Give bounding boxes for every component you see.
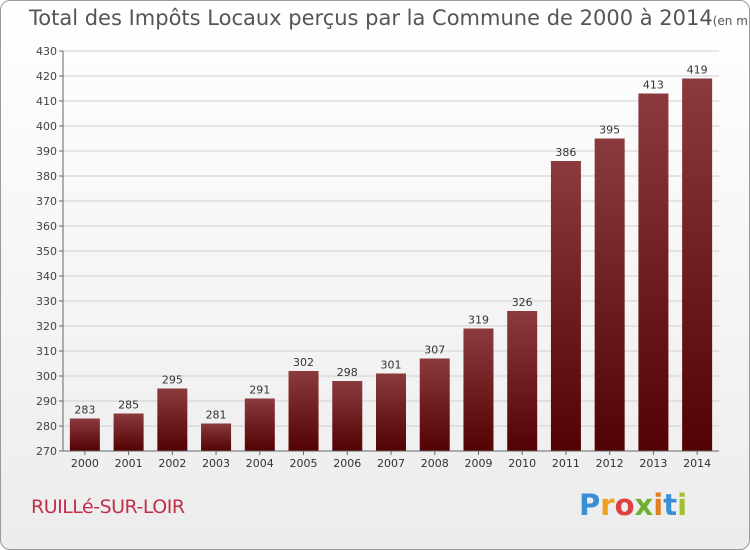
labels: 270 280 290 300 310 320 330 340 350 360 370 380 390 4… [36,45,711,470]
bars [69,78,713,451]
axes [59,50,719,455]
bar-2006 [332,381,363,451]
x-tick-label-2011: 2011 [552,457,580,470]
logo-letter: r [600,488,615,522]
bar-2005 [288,371,319,451]
x-tick-label-2006: 2006 [333,457,361,470]
bar-2004 [244,398,275,451]
value-label-2012: 395 [599,124,620,137]
x-tick-label-2013: 2013 [639,457,667,470]
bar-2000 [69,418,100,451]
y-tick-label-420: 420 [36,70,57,83]
value-label-2009: 319 [468,314,489,327]
x-tick-label-2009: 2009 [464,457,492,470]
y-tick-label-270: 270 [36,445,57,458]
y-tick-label-300: 300 [36,370,57,383]
bar-2014 [682,78,713,451]
value-label-2006: 298 [337,366,358,379]
y-tick-label-430: 430 [36,45,57,58]
bar-2007 [376,373,406,451]
value-label-2002: 295 [162,374,183,387]
x-tick-label-2001: 2001 [115,457,143,470]
chart-title-text: Total des Impôts Locaux perçus par la Co… [29,6,713,30]
logo-letter: x [634,488,654,522]
x-tick-label-2005: 2005 [290,457,318,470]
logo-letter: t [663,488,678,522]
chart-title: Total des Impôts Locaux perçus par la Co… [29,6,750,30]
logo-letter: i [677,488,688,522]
y-tick-label-400: 400 [36,120,57,133]
value-label-2003: 281 [206,409,227,422]
value-label-2014: 419 [687,64,708,77]
y-tick-label-290: 290 [36,395,57,408]
y-tick-label-340: 340 [36,270,57,283]
x-tick-label-2000: 2000 [71,457,99,470]
bar-2009 [463,328,494,451]
value-label-2011: 386 [555,146,576,159]
commune-name: RUILLé-SUR-LOIR [31,496,185,518]
x-tick-label-2004: 2004 [246,457,274,470]
logo-letter: o [614,488,635,522]
y-tick-label-310: 310 [36,345,57,358]
value-label-2000: 283 [74,404,95,417]
y-tick-label-350: 350 [36,245,57,258]
y-tick-label-320: 320 [36,320,57,333]
x-tick-label-2007: 2007 [377,457,405,470]
bar-2008 [419,358,450,451]
x-tick-label-2003: 2003 [202,457,230,470]
value-label-2001: 285 [118,399,139,412]
value-label-2010: 326 [512,296,533,309]
unit-label: (en milliers d'€) [712,14,750,28]
value-label-2005: 302 [293,356,314,369]
y-tick-label-360: 360 [36,220,57,233]
bar-2010 [507,311,538,451]
value-label-2013: 413 [643,79,664,92]
value-label-2008: 307 [424,344,445,357]
y-tick-label-410: 410 [36,95,57,108]
x-tick-label-2008: 2008 [421,457,449,470]
logo-letter: P [579,488,601,522]
bar-2001 [113,413,144,451]
bar-2012 [594,138,625,451]
proxiti-logo: Proxiti [579,488,687,522]
x-tick-label-2014: 2014 [683,457,711,470]
y-tick-label-330: 330 [36,295,57,308]
bar-2011 [550,161,581,451]
bar-2013 [638,93,669,451]
value-label-2004: 291 [249,384,270,397]
y-tick-label-280: 280 [36,420,57,433]
x-tick-label-2012: 2012 [596,457,624,470]
y-tick-label-370: 370 [36,195,57,208]
x-tick-label-2010: 2010 [508,457,536,470]
value-label-2007: 301 [381,359,402,372]
x-tick-label-2002: 2002 [158,457,186,470]
logo-letter: i [653,488,664,522]
y-tick-label-380: 380 [36,170,57,183]
y-tick-label-390: 390 [36,145,57,158]
bar-2003 [201,423,232,451]
bar-2002 [157,388,188,451]
